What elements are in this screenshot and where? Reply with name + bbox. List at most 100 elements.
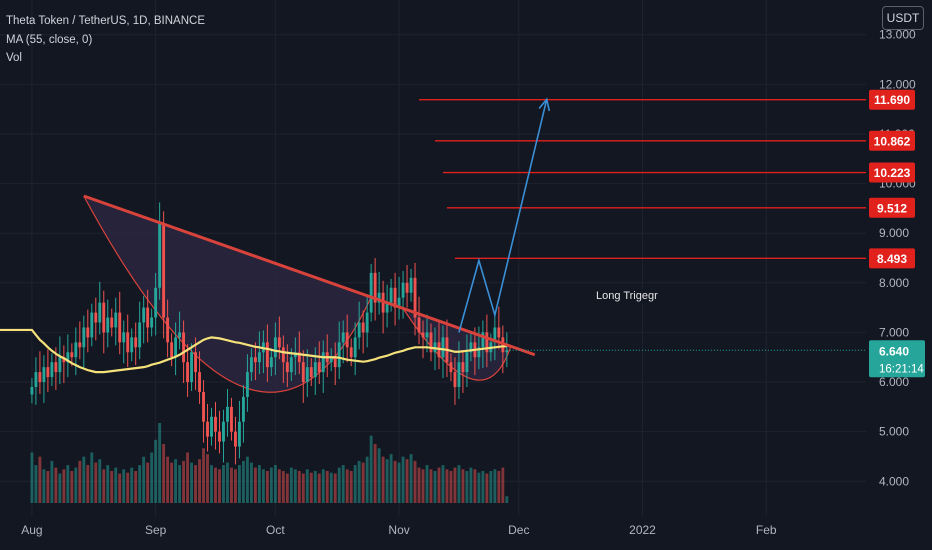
volume-bar: [373, 444, 377, 503]
volume-bar: [313, 471, 317, 503]
candle-body: [493, 327, 497, 343]
volume-bar: [222, 465, 225, 503]
volume-bar: [341, 465, 345, 503]
candle-body: [110, 317, 114, 328]
candle-body: [361, 322, 365, 333]
last-price-tag: [869, 340, 925, 378]
volume-bar: [273, 465, 277, 503]
candle-body: [317, 362, 321, 373]
volume-bar: [445, 469, 449, 503]
volume-bar: [493, 469, 497, 503]
volume-indicator-label[interactable]: Vol: [6, 52, 22, 64]
volume-bar: [253, 467, 257, 503]
volume-bar: [122, 469, 126, 503]
candle-body: [78, 342, 82, 348]
volume-bar: [505, 496, 509, 503]
candle-body: [234, 431, 237, 447]
candle-body: [218, 431, 221, 442]
candle-body: [277, 337, 281, 348]
candle-body: [186, 362, 190, 383]
volume-bar: [74, 467, 78, 503]
target-level-tag: [869, 248, 915, 269]
volume-bar: [130, 467, 134, 503]
y-tick-label: 7.000: [879, 325, 909, 339]
volume-bar: [138, 465, 142, 503]
volume-bar: [70, 471, 74, 503]
volume-bar: [30, 452, 34, 503]
cup-fill: [83, 195, 372, 393]
volume-bar: [102, 469, 106, 503]
volume-bar: [429, 469, 433, 503]
target-level-value: 9.512: [877, 201, 907, 215]
candle-body: [341, 332, 345, 343]
candle-body: [102, 302, 106, 333]
candle-body: [182, 332, 186, 363]
volume-bar: [106, 465, 110, 503]
candle-body: [206, 421, 209, 437]
candle-body: [389, 287, 393, 303]
ma-line: [0, 328, 507, 374]
candle-body: [134, 337, 138, 348]
volume-bar: [433, 471, 437, 503]
candle-body: [265, 342, 269, 368]
volume-bar: [174, 459, 178, 503]
volume-bar: [118, 473, 122, 503]
volume-bar: [166, 456, 170, 503]
candle-body: [214, 416, 217, 432]
candle-body: [90, 312, 94, 338]
target-level-tag: [869, 89, 915, 110]
volume-bar: [357, 460, 361, 503]
volume-bar: [409, 454, 413, 503]
candle-body: [497, 327, 501, 338]
candle-body: [257, 352, 261, 363]
volume-bar: [381, 456, 385, 503]
volume-bar: [349, 471, 353, 503]
volume-bar: [277, 469, 281, 503]
volume-bar: [154, 439, 158, 503]
candle-body: [409, 277, 413, 293]
candle-body: [417, 317, 421, 333]
volume-bar: [134, 471, 138, 503]
volume-bar: [389, 454, 393, 503]
candle-body: [469, 342, 473, 353]
volume-bar: [413, 460, 417, 503]
volume-bar: [453, 467, 457, 503]
ma-indicator-label[interactable]: MA (55, close, 0): [6, 33, 93, 46]
volume-bar: [385, 459, 389, 503]
candle-body: [377, 292, 381, 303]
volume-bar: [489, 471, 493, 503]
volume-bar: [417, 467, 421, 503]
volume-bar: [333, 473, 337, 503]
long-trigger-annotation[interactable]: Long Trigegr: [594, 289, 660, 303]
volume-bar: [325, 471, 329, 503]
candle-body: [194, 352, 197, 373]
target-level-value: 10.862: [874, 134, 911, 148]
candle-body: [82, 327, 86, 348]
currency-unit-button[interactable]: USDT: [882, 6, 924, 30]
candle-body: [114, 312, 118, 328]
volume-bar: [210, 465, 213, 503]
volume-bar: [98, 459, 102, 503]
candle-body: [309, 367, 313, 378]
volume-bar: [150, 452, 154, 503]
candle-body: [349, 347, 353, 358]
volume-bar: [146, 462, 150, 503]
symbol-title[interactable]: Theta Token / TetherUS, 1D, BINANCE: [6, 15, 205, 27]
candle-body: [154, 287, 158, 318]
candle-body: [130, 337, 134, 353]
candle-body: [146, 307, 150, 328]
volume-bar: [234, 469, 237, 503]
volume-bar: [377, 448, 381, 503]
volume-bar: [481, 471, 485, 503]
projection-arrowhead: [538, 97, 551, 112]
candle-body: [329, 357, 333, 363]
candle-body: [405, 282, 409, 293]
candle-body: [58, 357, 62, 373]
volume-bar: [393, 460, 397, 503]
candle-body: [38, 372, 42, 383]
candle-body: [297, 352, 301, 363]
candle-body: [202, 391, 205, 422]
volume-bar: [477, 472, 481, 503]
